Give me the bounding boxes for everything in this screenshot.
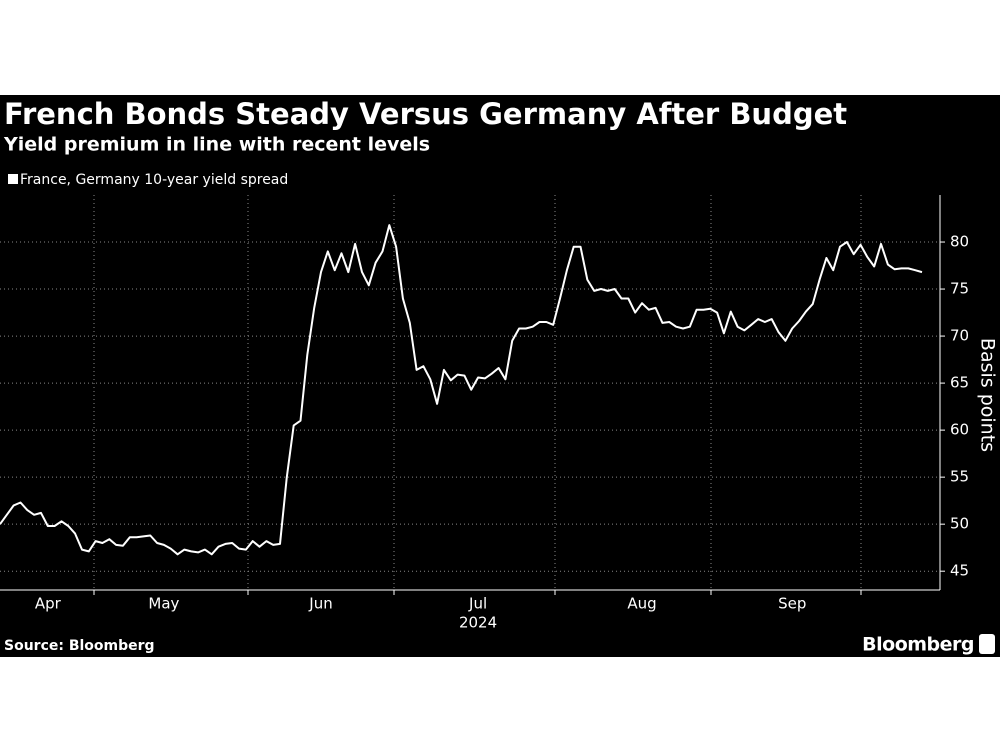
x-tick-label: Sep [778, 595, 806, 613]
x-tick-label: Aug [627, 595, 656, 613]
x-tick-label: Jun [308, 595, 332, 613]
panel [0, 95, 1000, 657]
y-axis-label: Basis points [977, 338, 999, 452]
y-tick-label: 45 [950, 562, 969, 580]
chart-title: French Bonds Steady Versus Germany After… [4, 97, 847, 131]
y-tick-label: 50 [950, 515, 969, 533]
line [0, 224, 923, 556]
y-tick-label: 75 [950, 280, 969, 298]
brand-icon [979, 634, 995, 654]
brand: Bloomberg [862, 634, 974, 656]
x-tick-label: May [148, 595, 179, 613]
legend-swatch [8, 174, 18, 184]
legend-label: France, Germany 10-year yield spread [20, 172, 288, 188]
y-tick-label: 65 [950, 374, 969, 392]
source: Source: Bloomberg [4, 638, 155, 654]
y-tick-label: 55 [950, 468, 969, 486]
chart-subtitle: Yield premium in line with recent levels [3, 134, 430, 156]
y-tick-label: 60 [950, 421, 969, 439]
y-tick-label: 80 [950, 233, 969, 251]
x-tick-label: Jul [468, 595, 487, 613]
x-tick-label: Apr [35, 595, 62, 613]
x-year-label: 2024 [459, 614, 497, 632]
y-tick-label: 70 [950, 327, 969, 345]
